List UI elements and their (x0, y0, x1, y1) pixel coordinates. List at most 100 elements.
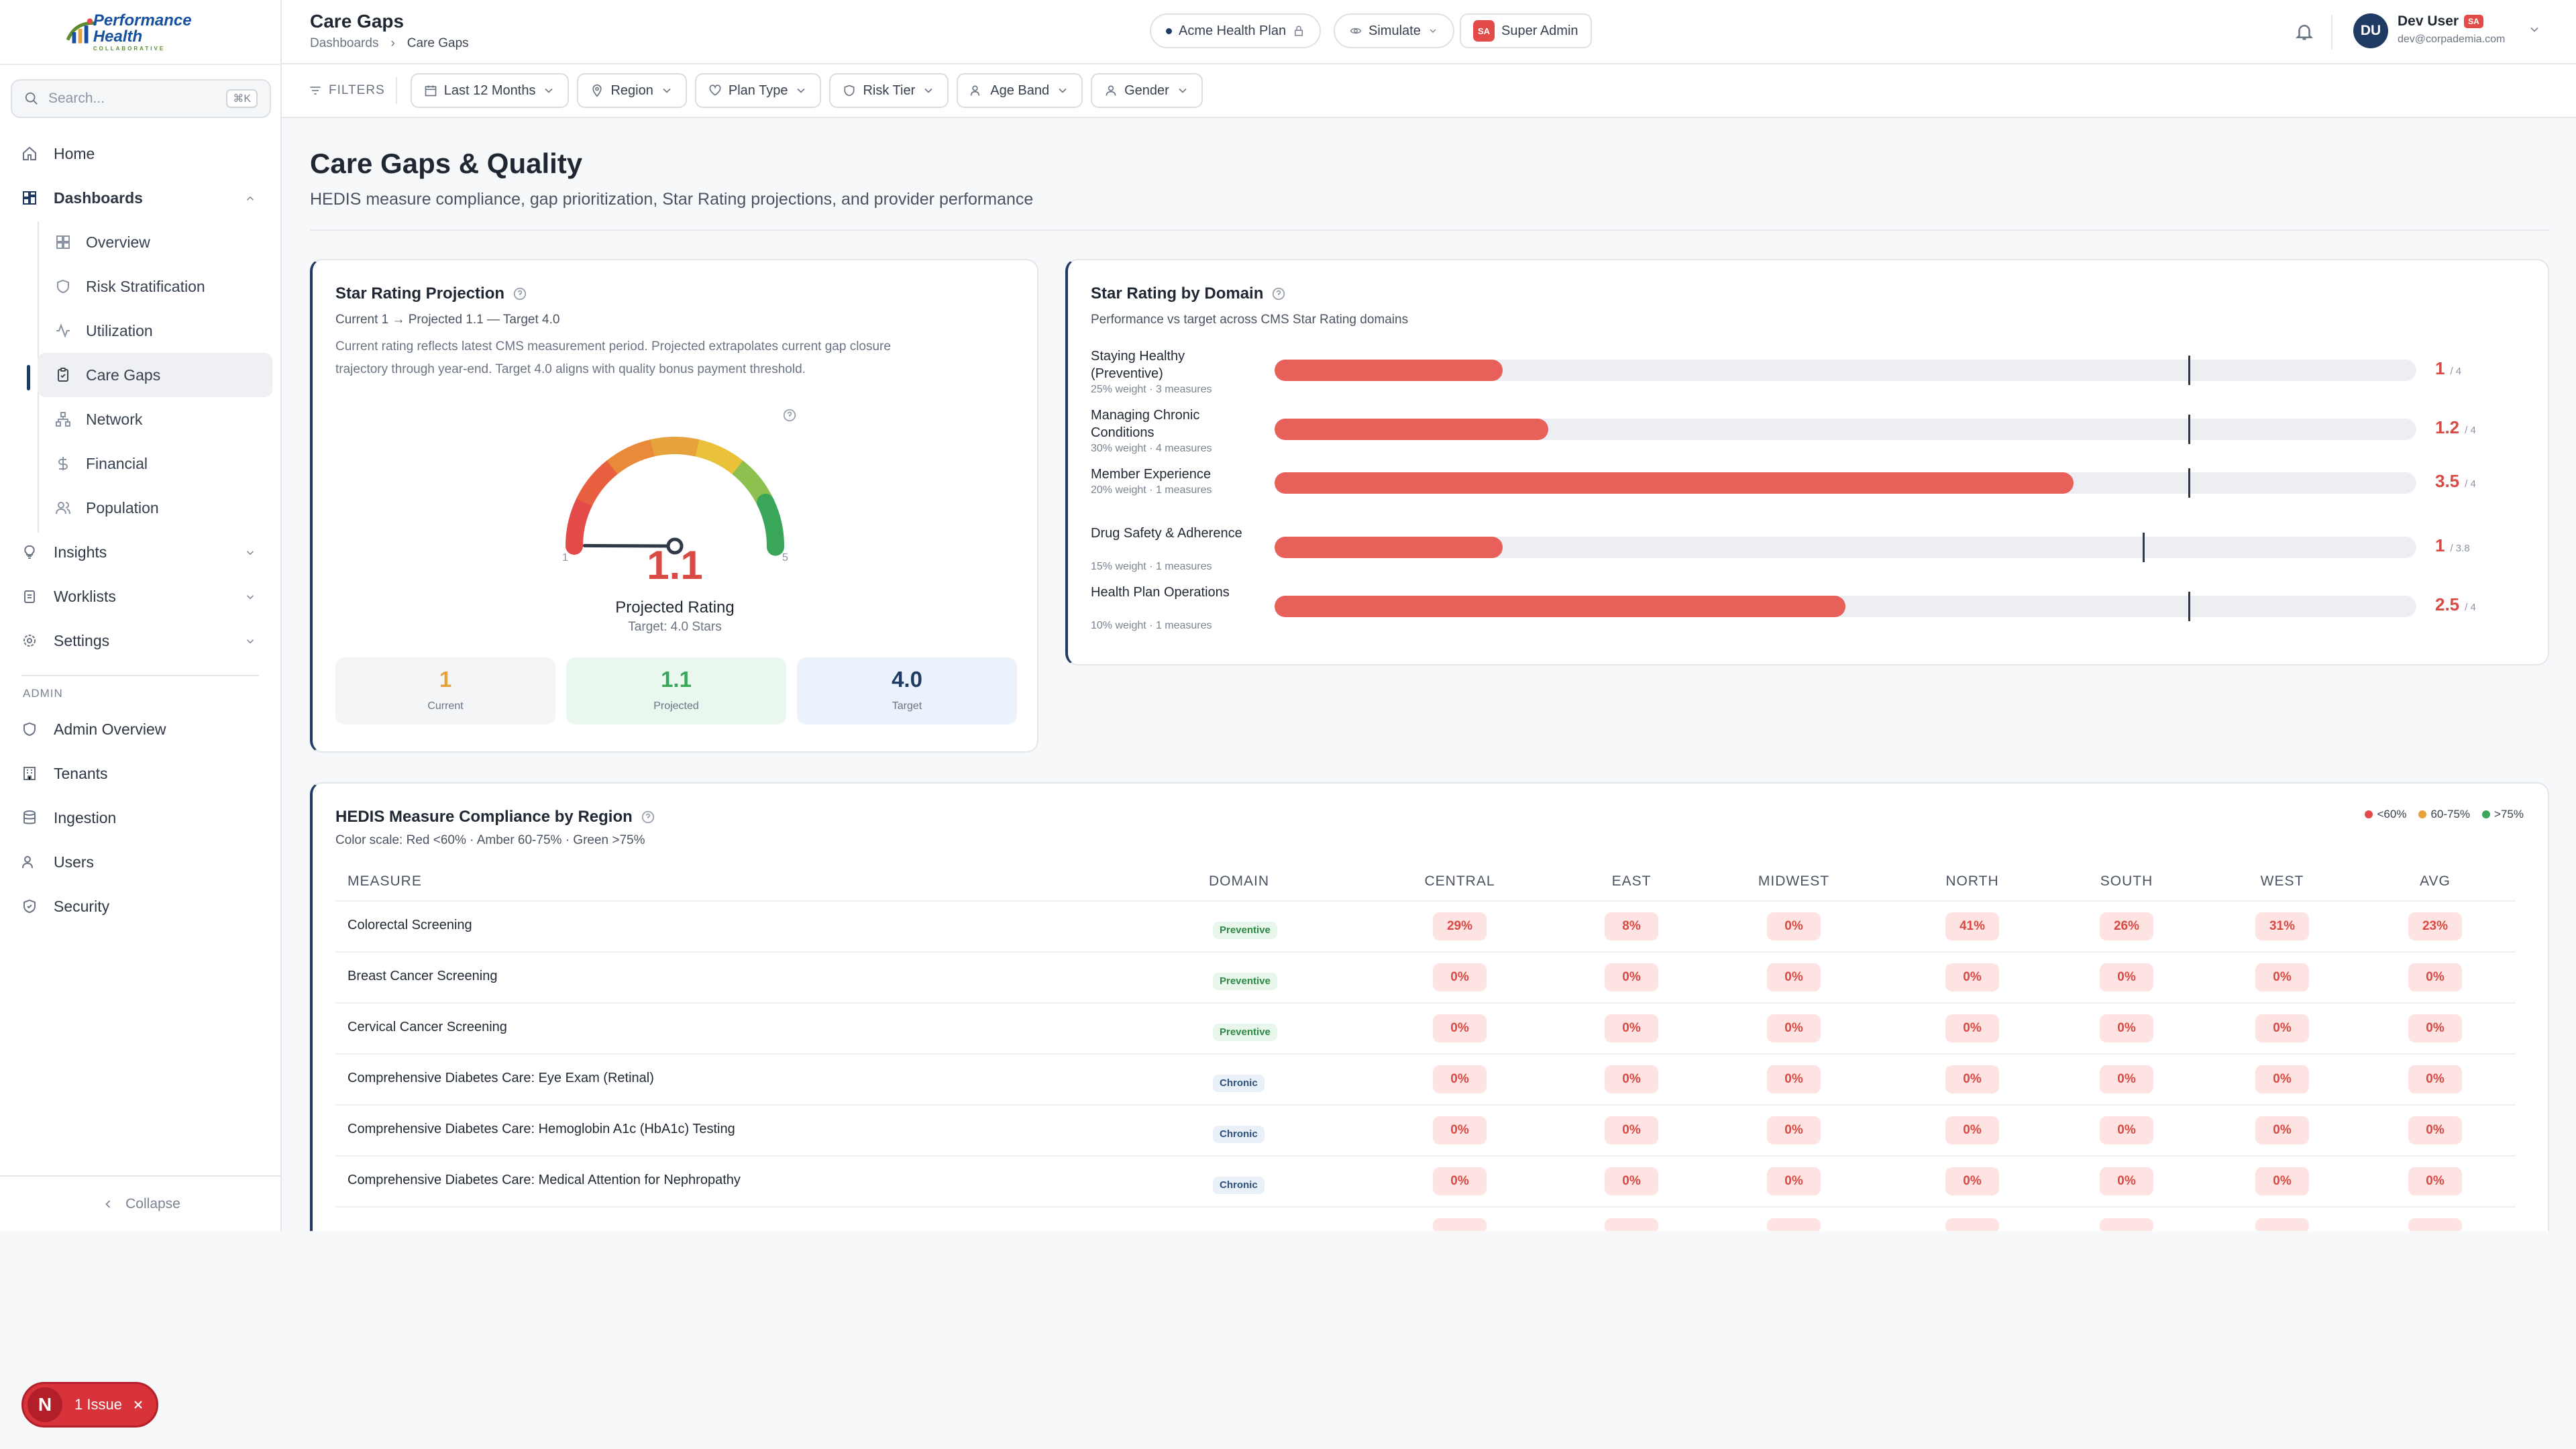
nav-utilization[interactable]: Utilization (0, 309, 282, 353)
nav-population[interactable]: Population (0, 486, 282, 530)
filter-plan-type[interactable]: Plan Type (694, 73, 822, 108)
table-header[interactable]: NORTH (1945, 873, 1999, 889)
nav-ingestion[interactable]: Ingestion (0, 796, 282, 840)
table-header[interactable]: SOUTH (2100, 873, 2153, 889)
nav-dashboards[interactable]: Dashboards (0, 176, 282, 220)
collapse-button[interactable]: Collapse (0, 1175, 282, 1231)
compliance-cell: 0% (2100, 1167, 2153, 1195)
nav-home[interactable]: Home (0, 131, 282, 176)
projection-description: Current rating reflects latest CMS measu… (335, 339, 891, 376)
compliance-cell: 0% (2408, 1065, 2462, 1093)
gauge-tick-label: 1 (562, 552, 568, 564)
nav-insights[interactable]: Insights (0, 530, 282, 574)
compliance-cell: 0% (1605, 1014, 1658, 1042)
help-icon[interactable] (782, 408, 797, 423)
domain-max: / 4 (2465, 478, 2476, 490)
role-switcher[interactable]: SA Super Admin (1460, 13, 1592, 48)
role-badge: SA (1473, 20, 1495, 42)
search-input[interactable]: Search... ⌘K (11, 79, 271, 118)
issue-badge[interactable]: N 1 Issue (21, 1382, 158, 1428)
measure-name: Comprehensive Diabetes Care: Hemoglobin … (347, 1122, 735, 1136)
help-icon[interactable] (513, 286, 527, 301)
avatar[interactable]: DU (2353, 13, 2388, 48)
nav-security[interactable]: Security (0, 884, 282, 928)
home-icon (23, 146, 36, 160)
help-icon[interactable] (641, 810, 655, 824)
brand-logo[interactable]: Performance Health COLLABORATIVE (64, 11, 219, 54)
table-row[interactable] (335, 1206, 2516, 1231)
table-header[interactable]: AVG (2420, 873, 2451, 889)
close-icon[interactable] (131, 1398, 145, 1411)
filter-date-range[interactable]: Last 12 Months (410, 73, 570, 108)
domain-name: Member Experience (1091, 467, 1211, 482)
search-icon (25, 92, 38, 105)
table-cell (2408, 1218, 2462, 1231)
chevron-down-icon (246, 639, 254, 644)
star-projection-card: Star Rating Projection Current 1 → Proje… (310, 259, 1038, 753)
table-row[interactable]: Comprehensive Diabetes Care: Medical Att… (335, 1155, 2516, 1206)
hedis-title: HEDIS Measure Compliance by Region (335, 808, 655, 826)
table-header[interactable]: MIDWEST (1758, 873, 1830, 889)
domain-max: / 3.8 (2450, 543, 2470, 554)
nav-overview[interactable]: Overview (0, 220, 282, 264)
plan-selector[interactable]: Acme Health Plan (1150, 13, 1322, 48)
nav-network[interactable]: Network (0, 397, 282, 441)
network-icon (56, 412, 70, 427)
breadcrumb: Dashboards › Care Gaps (310, 36, 469, 51)
main-nav: Home Dashboards Overview Risk Stratifica… (0, 131, 282, 663)
chevron-down-icon[interactable] (2528, 23, 2541, 36)
filter-region[interactable]: Region (577, 73, 687, 108)
nav-settings[interactable]: Settings (0, 619, 282, 663)
projection-title: Star Rating Projection (335, 284, 527, 303)
simulate-button[interactable]: Simulate (1334, 13, 1454, 48)
help-icon[interactable] (1271, 286, 1286, 301)
nav-admin-overview[interactable]: Admin Overview (0, 707, 282, 751)
top-header: Care Gaps Dashboards › Care Gaps Acme He… (282, 0, 2576, 64)
domain-name: Health Plan Operations (1091, 585, 1230, 600)
table-header[interactable]: MEASURE (347, 873, 422, 889)
breadcrumb-dashboards[interactable]: Dashboards (310, 36, 379, 50)
domain-bar-fill (1275, 419, 1549, 440)
compliance-cell: 31% (2255, 912, 2309, 941)
table-cell (1605, 1218, 1658, 1231)
filter-gender[interactable]: Gender (1091, 73, 1203, 108)
nav-risk-label: Risk Stratification (86, 277, 205, 295)
projection-subtitle: Current 1 → Projected 1.1 — Target 4.0 (335, 313, 560, 327)
stat-target: 4.0 Target (797, 657, 1017, 724)
nav-worklists[interactable]: Worklists (0, 574, 282, 619)
table-row[interactable]: Comprehensive Diabetes Care: Eye Exam (R… (335, 1053, 2516, 1104)
domain-value: 1 / 4 (2435, 358, 2461, 379)
simulate-label: Simulate (1368, 23, 1421, 38)
table-header[interactable]: DOMAIN (1209, 873, 1269, 889)
nav-care-gaps[interactable]: Care Gaps (38, 353, 272, 397)
table-row[interactable]: Breast Cancer Screening Preventive 0% 0% 0% 0… (335, 951, 2516, 1002)
calendar-icon (425, 85, 437, 97)
measure-name: Breast Cancer Screening (347, 969, 498, 983)
nav-financial[interactable]: Financial (0, 441, 282, 486)
filter-age-band[interactable]: Age Band (957, 73, 1083, 108)
compliance-cell: 0% (2408, 1116, 2462, 1144)
compliance-cell: 0% (1767, 963, 1821, 991)
table-cell (1945, 1218, 1999, 1231)
nav-tenants-label: Tenants (54, 764, 108, 782)
domain-bar-track (1275, 415, 2416, 444)
table-header[interactable]: CENTRAL (1424, 873, 1495, 889)
table-header[interactable]: EAST (1611, 873, 1652, 889)
nav-tenants[interactable]: Tenants (0, 751, 282, 796)
domain-target-marker (2188, 356, 2190, 385)
table-header[interactable]: WEST (2260, 873, 2304, 889)
nav-risk-stratification[interactable]: Risk Stratification (0, 264, 282, 309)
nav-users[interactable]: Users (0, 840, 282, 884)
table-row[interactable]: Comprehensive Diabetes Care: Hemoglobin … (335, 1104, 2516, 1155)
nav-settings-label: Settings (54, 631, 110, 649)
gauge-segment (566, 492, 594, 555)
table-row[interactable]: Colorectal Screening Preventive 29% 8% 0% 41%… (335, 900, 2516, 951)
filter-risk-tier[interactable]: Risk Tier (829, 73, 949, 108)
sliders-icon (310, 87, 321, 95)
bell-icon[interactable] (2294, 21, 2314, 42)
domain-name: Managing Chronic Conditions (1091, 408, 1200, 440)
table-row[interactable]: Cervical Cancer Screening Preventive 0% 0% 0… (335, 1002, 2516, 1053)
compliance-cell: 0% (1945, 1167, 1999, 1195)
gauge-segment (606, 439, 656, 475)
issue-label: 1 Issue (74, 1396, 122, 1413)
